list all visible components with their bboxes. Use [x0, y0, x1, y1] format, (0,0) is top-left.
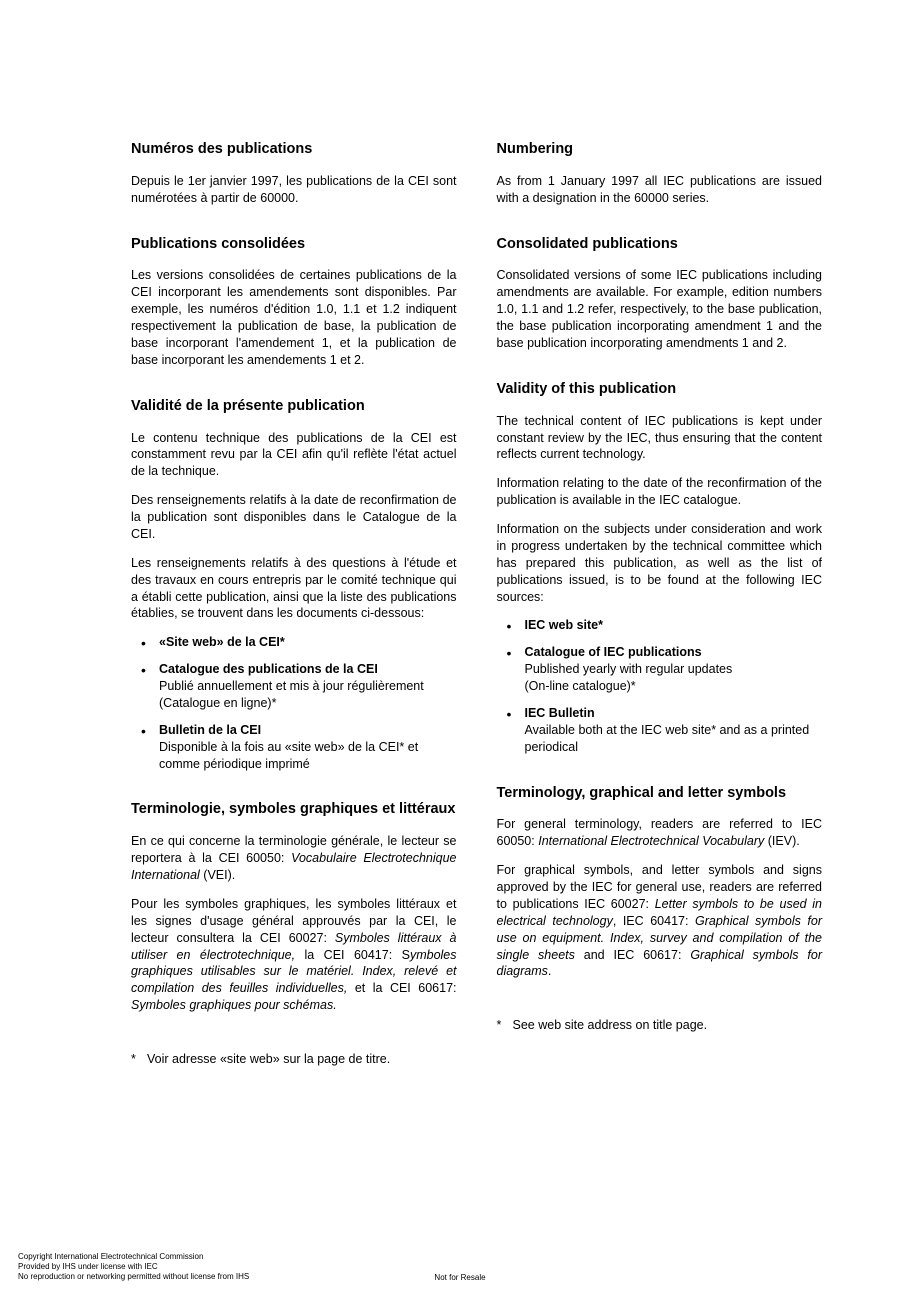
paragraph: Information relating to the date of the …	[497, 475, 823, 509]
heading: Consolidated publications	[497, 235, 823, 254]
heading: Numéros des publications	[131, 140, 457, 159]
paragraph: Des renseignements relatifs à la date de…	[131, 492, 457, 543]
footnote-en: *See web site address on title page.	[497, 1018, 823, 1032]
footer-line: Provided by IHS under license with IEC	[18, 1262, 902, 1272]
list-item-title: Catalogue des publications de la CEI	[159, 662, 378, 676]
paragraph: En ce qui concerne la terminologie génér…	[131, 833, 457, 884]
list-item-title: IEC web site*	[525, 618, 604, 632]
list-item: Catalogue des publications de la CEI Publ…	[159, 661, 457, 712]
section-validity-en: Validity of this publication The technic…	[497, 380, 823, 756]
heading: Terminology, graphical and letter symbol…	[497, 784, 823, 803]
list-item-body: Publié annuellement et mis à jour réguli…	[159, 679, 424, 710]
section-validity-fr: Validité de la présente publication Le c…	[131, 397, 457, 773]
column-english: Numbering As from 1 January 1997 all IEC…	[497, 140, 823, 1066]
list-item-body: Available both at the IEC web site* and …	[525, 723, 810, 754]
heading: Publications consolidées	[131, 235, 457, 254]
list-item-title: Catalogue of IEC publications	[525, 645, 702, 659]
section-numbering-fr: Numéros des publications Depuis le 1er j…	[131, 140, 457, 207]
paragraph: Depuis le 1er janvier 1997, les publicat…	[131, 173, 457, 207]
paragraph: Le contenu technique des publications de…	[131, 430, 457, 481]
paragraph: Information on the subjects under consid…	[497, 521, 823, 605]
heading: Validité de la présente publication	[131, 397, 457, 416]
heading: Numbering	[497, 140, 823, 159]
list-item: IEC web site*	[525, 617, 823, 634]
paragraph: For graphical symbols, and letter symbol…	[497, 862, 823, 980]
paragraph: The technical content of IEC publication…	[497, 413, 823, 464]
page-content: Numéros des publications Depuis le 1er j…	[0, 0, 920, 1066]
footer-center: Not for Resale	[0, 1273, 920, 1282]
list-item: «Site web» de la CEI*	[159, 634, 457, 651]
paragraph: Consolidated versions of some IEC public…	[497, 267, 823, 351]
section-terminology-en: Terminology, graphical and letter symbol…	[497, 784, 823, 981]
paragraph: Les renseignements relatifs à des questi…	[131, 555, 457, 623]
section-terminology-fr: Terminologie, symboles graphiques et lit…	[131, 800, 457, 1014]
column-french: Numéros des publications Depuis le 1er j…	[131, 140, 457, 1066]
list-item-body: Disponible à la fois au «site web» de la…	[159, 740, 418, 771]
list-item-title: Bulletin de la CEI	[159, 723, 261, 737]
section-consolidated-en: Consolidated publications Consolidated v…	[497, 235, 823, 352]
list-item: IEC Bulletin Available both at the IEC we…	[525, 705, 823, 756]
list-item-title: IEC Bulletin	[525, 706, 595, 720]
source-list: «Site web» de la CEI* Catalogue des publ…	[131, 634, 457, 772]
footnote-fr: *Voir adresse «site web» sur la page de …	[131, 1052, 457, 1066]
section-consolidated-fr: Publications consolidées Les versions co…	[131, 235, 457, 369]
paragraph: As from 1 January 1997 all IEC publicati…	[497, 173, 823, 207]
list-item-title: «Site web» de la CEI*	[159, 635, 285, 649]
paragraph: Pour les symboles graphiques, les symbol…	[131, 896, 457, 1014]
list-item: Bulletin de la CEI Disponible à la fois a…	[159, 722, 457, 773]
footer-line: Copyright International Electrotechnical…	[18, 1252, 902, 1262]
paragraph: For general terminology, readers are ref…	[497, 816, 823, 850]
list-item: Catalogue of IEC publications Published y…	[525, 644, 823, 695]
heading: Validity of this publication	[497, 380, 823, 399]
heading: Terminologie, symboles graphiques et lit…	[131, 800, 457, 819]
source-list: IEC web site* Catalogue of IEC publicati…	[497, 617, 823, 755]
list-item-body: Published yearly with regular updates (O…	[525, 662, 733, 693]
paragraph: Les versions consolidées de certaines pu…	[131, 267, 457, 368]
section-numbering-en: Numbering As from 1 January 1997 all IEC…	[497, 140, 823, 207]
